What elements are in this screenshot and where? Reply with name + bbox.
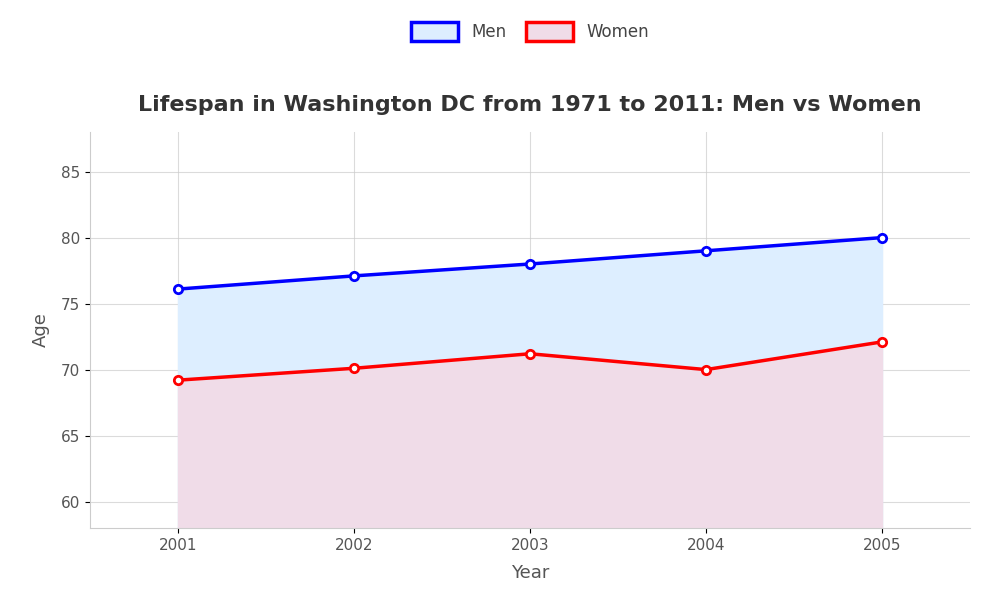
Y-axis label: Age: Age <box>32 313 50 347</box>
X-axis label: Year: Year <box>511 564 549 582</box>
Legend: Men, Women: Men, Women <box>403 14 657 50</box>
Title: Lifespan in Washington DC from 1971 to 2011: Men vs Women: Lifespan in Washington DC from 1971 to 2… <box>138 95 922 115</box>
